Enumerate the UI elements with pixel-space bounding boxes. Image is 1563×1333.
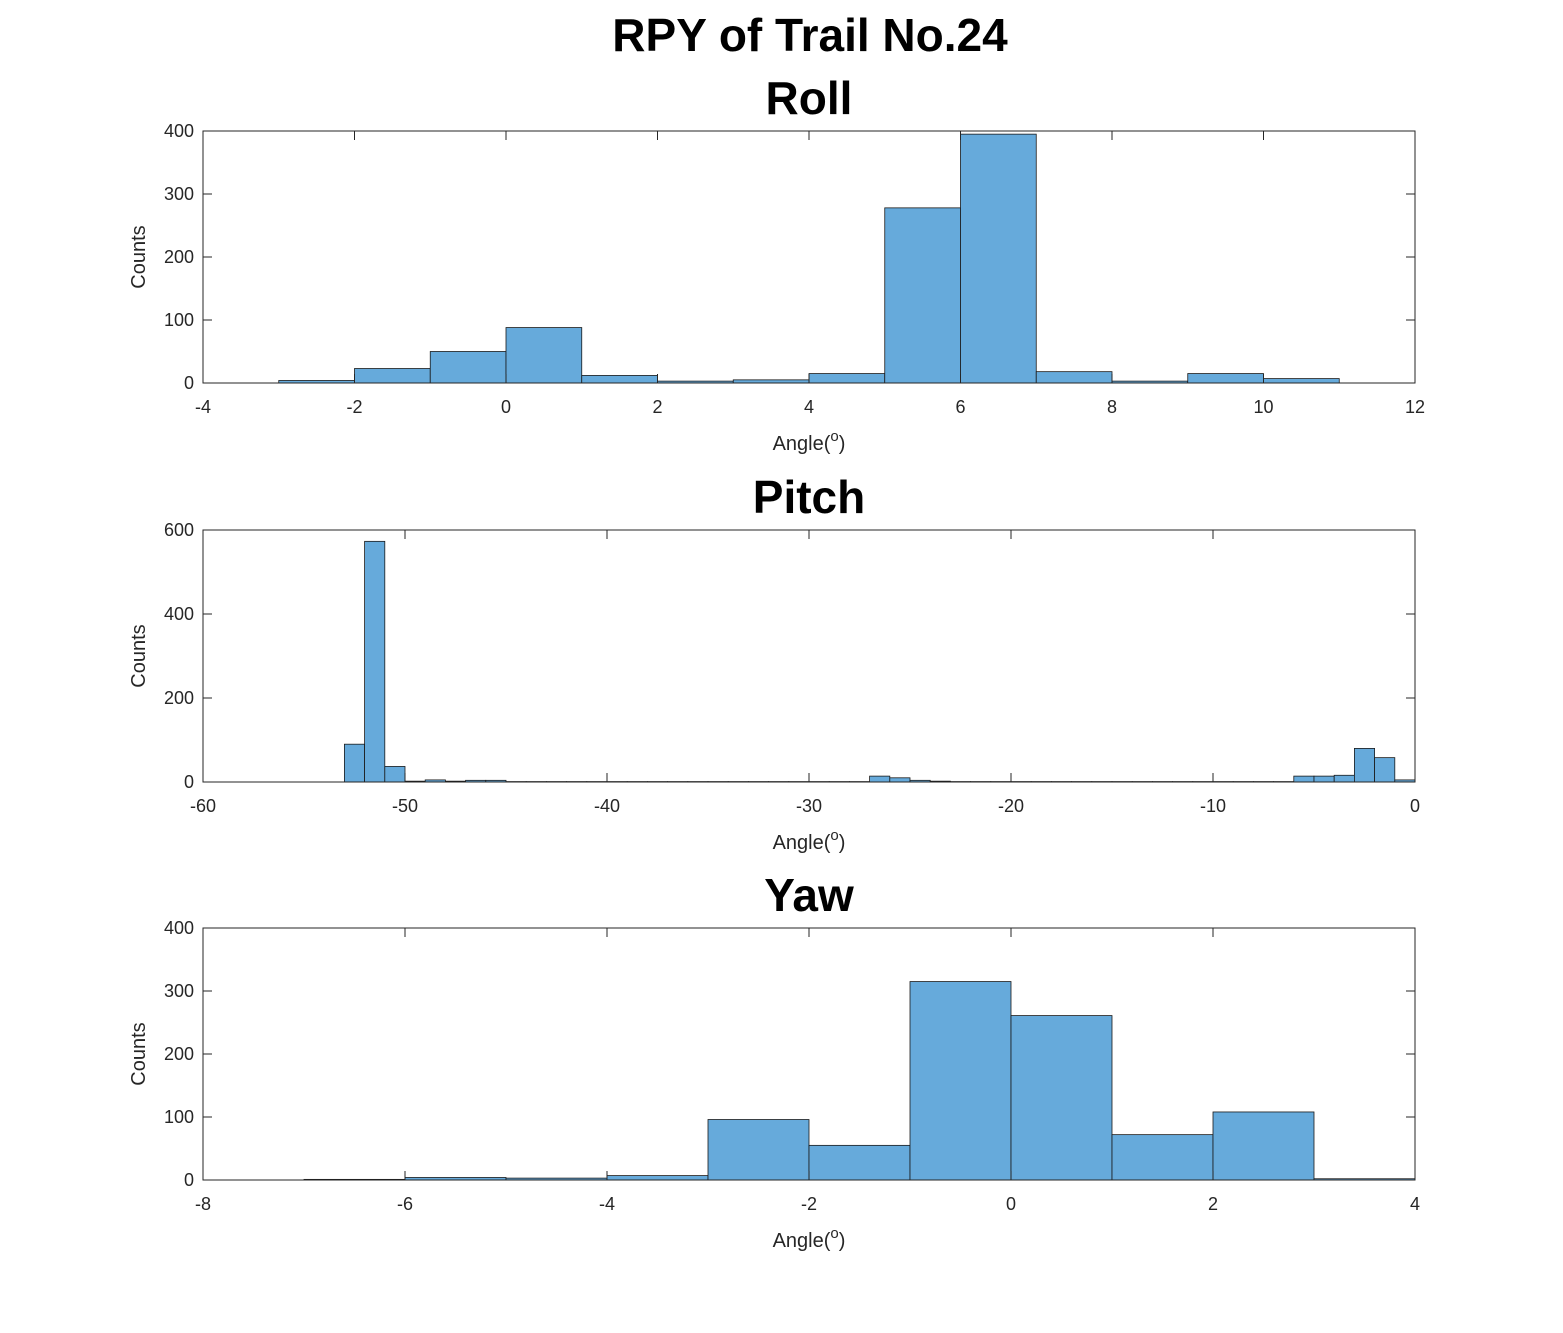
- yaw-ytick-label: 200: [164, 1044, 194, 1064]
- roll-ytick-label: 100: [164, 310, 194, 330]
- pitch-xtick-label: 0: [1410, 796, 1420, 816]
- pitch-bar: [365, 541, 385, 782]
- yaw-ytick-label: 100: [164, 1107, 194, 1127]
- yaw-bar: [708, 1120, 809, 1180]
- yaw-ytick-label: 300: [164, 981, 194, 1001]
- yaw-ylabel: Counts: [128, 1022, 150, 1085]
- roll-bar: [582, 375, 658, 383]
- yaw-ytick-label: 400: [164, 918, 194, 938]
- yaw-panel: -8 -6 -4 -2 0 2 4 0 100 200 300 400 Yaw Angle(o) Count…: [128, 869, 1420, 1252]
- yaw-xtick-label: -6: [397, 1194, 413, 1214]
- pitch-bar: [1314, 776, 1334, 782]
- roll-xlabel: Angle(o): [773, 428, 846, 455]
- yaw-ytick-label: 0: [184, 1170, 194, 1190]
- roll-xtick-label: 8: [1107, 397, 1117, 417]
- roll-ylabel: Counts: [128, 225, 150, 288]
- yaw-bar: [1011, 1016, 1112, 1180]
- pitch-xtick-label: -20: [998, 796, 1024, 816]
- roll-xtick-label: 10: [1253, 397, 1273, 417]
- yaw-bar: [1112, 1135, 1213, 1180]
- pitch-xtick-label: -50: [392, 796, 418, 816]
- roll-bar: [355, 369, 431, 383]
- pitch-bar: [1354, 748, 1374, 782]
- pitch-xtick-label: -30: [796, 796, 822, 816]
- yaw-xtick-label: -8: [195, 1194, 211, 1214]
- yaw-xtick-label: -2: [801, 1194, 817, 1214]
- roll-bar: [1264, 379, 1340, 383]
- yaw-xtick-label: 4: [1410, 1194, 1420, 1214]
- pitch-ylabel: Counts: [128, 624, 150, 687]
- roll-ytick-label: 300: [164, 184, 194, 204]
- roll-bar: [809, 374, 885, 383]
- pitch-bar: [344, 744, 364, 782]
- roll-xtick-label: 4: [804, 397, 814, 417]
- pitch-ytick-label: 600: [164, 520, 194, 540]
- pitch-bar: [1334, 775, 1354, 782]
- roll-ytick-label: 200: [164, 247, 194, 267]
- yaw-bar: [809, 1145, 910, 1180]
- figure-title: RPY of Trail No.24: [0, 8, 1563, 62]
- pitch-xlabel: Angle(o): [773, 827, 846, 854]
- pitch-bar: [1294, 776, 1314, 782]
- yaw-xtick-label: 0: [1006, 1194, 1016, 1214]
- yaw-xlabel: Angle(o): [773, 1225, 846, 1252]
- roll-xtick-label: 6: [955, 397, 965, 417]
- yaw-xtick-label: -4: [599, 1194, 615, 1214]
- yaw-bar: [607, 1176, 708, 1180]
- pitch-title: Pitch: [753, 471, 865, 523]
- pitch-bar: [890, 778, 910, 782]
- pitch-xtick-label: -40: [594, 796, 620, 816]
- yaw-bar: [1213, 1112, 1314, 1180]
- roll-ytick-label: 400: [164, 121, 194, 141]
- roll-bar: [885, 208, 961, 383]
- roll-plot-area: [203, 131, 1415, 383]
- pitch-ytick-label: 400: [164, 604, 194, 624]
- roll-title: Roll: [766, 72, 853, 124]
- pitch-xtick-label: -10: [1200, 796, 1226, 816]
- roll-bar: [506, 328, 582, 383]
- roll-ytick-label: 0: [184, 373, 194, 393]
- pitch-bar: [1375, 758, 1395, 782]
- roll-bar: [1036, 372, 1112, 383]
- pitch-ytick-label: 200: [164, 688, 194, 708]
- roll-xtick-label: 12: [1405, 397, 1425, 417]
- pitch-ytick-label: 0: [184, 772, 194, 792]
- roll-bar: [1188, 374, 1264, 383]
- pitch-xtick-label: -60: [190, 796, 216, 816]
- roll-bar: [961, 134, 1037, 383]
- pitch-panel: -60 -50 -40 -30 -20 -10 0 0 200 400 600 Pitch Angle(…: [128, 471, 1420, 854]
- roll-panel: -4 -2 0 2 4 6 8 10 12 0 100 200 300 400 Roll Angle(o) Co…: [128, 72, 1425, 455]
- roll-xtick-label: 0: [501, 397, 511, 417]
- pitch-bar: [870, 776, 890, 782]
- roll-bar: [430, 352, 506, 384]
- yaw-xtick-label: 2: [1208, 1194, 1218, 1214]
- roll-xtick-label: -2: [346, 397, 362, 417]
- yaw-bar: [910, 982, 1011, 1180]
- roll-xtick-label: -4: [195, 397, 211, 417]
- pitch-bar: [385, 766, 405, 782]
- roll-xtick-label: 2: [652, 397, 662, 417]
- yaw-title: Yaw: [764, 869, 854, 921]
